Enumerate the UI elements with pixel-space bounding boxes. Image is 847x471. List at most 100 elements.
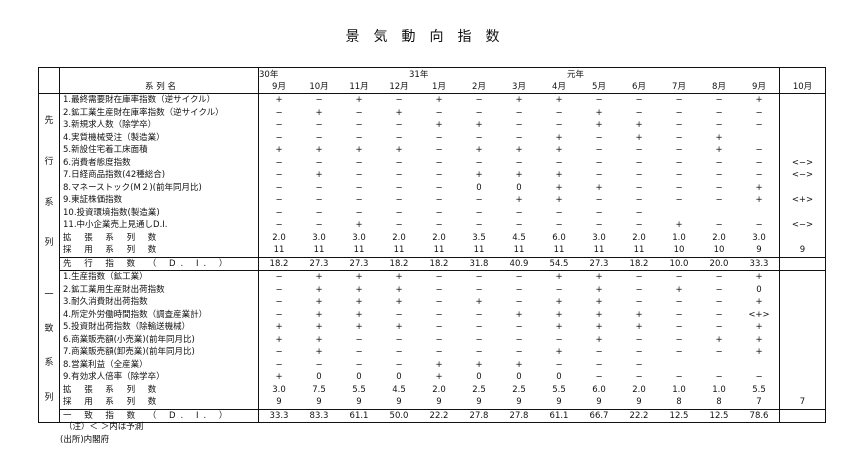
value-cell: − <box>715 309 723 320</box>
section-label-char: 系 <box>44 358 54 369</box>
value-cell: 0 <box>356 372 362 383</box>
value-cell: − <box>515 284 523 295</box>
value-cell: − <box>715 107 723 118</box>
value-cell: 0 <box>396 372 402 383</box>
value-cell: + <box>395 284 403 295</box>
value-cell: 0 <box>756 284 762 295</box>
di-value: 27.8 <box>459 408 499 423</box>
month-header: 1月 <box>432 82 446 92</box>
value-cell: 6.0 <box>552 232 566 243</box>
value-cell: + <box>435 95 443 106</box>
series-name: 7.商業販売額(卸売業)(前年同月比) <box>59 346 259 359</box>
value-cell: − <box>395 195 403 206</box>
value-cell: + <box>755 272 763 283</box>
forecast-cell <box>779 333 826 346</box>
month-header: 8月 <box>712 82 726 92</box>
note-source: (出所)内閣府 <box>60 435 110 445</box>
month-header: 9月 <box>752 82 766 92</box>
value-cell: + <box>555 132 563 143</box>
value-cell: + <box>555 195 563 206</box>
forecast-cell <box>779 296 826 309</box>
value-cell: + <box>595 309 603 320</box>
value-cell: − <box>595 207 603 218</box>
value-cell: − <box>475 157 483 168</box>
di-value: 22.2 <box>619 408 659 423</box>
di-value: 12.5 <box>699 408 739 423</box>
forecast-cell <box>779 106 826 119</box>
value-cell: − <box>555 359 563 370</box>
leading-adopt-row: 採 用 系 列 数 11 11 11 11 11 11 11 11 11 11 10 10 9 9 <box>39 244 826 257</box>
value-cell: − <box>755 107 763 118</box>
month-header: 12月 <box>389 82 409 92</box>
value-cell: 10 <box>713 245 725 256</box>
value-cell: − <box>555 207 563 218</box>
month-header: 10月 <box>309 82 329 92</box>
leading-row-row: 6.消費者態度指数 − − − − − − − − − − − − − <−> <box>39 156 826 169</box>
coincident-row-row: 3.耐久消費財出荷指数 − + + + − + − + + − − − + <box>39 296 826 309</box>
coincident-row-row: 一致系列 1.生産指数（鉱工業） − + + + − − − + + − − − + <box>38 270 826 423</box>
value-cell: 2.0 <box>712 232 726 243</box>
value-cell: − <box>675 297 683 308</box>
value-cell: − <box>595 347 603 358</box>
value-cell: − <box>675 170 683 181</box>
series-name: 採 用 系 列 数 <box>59 396 259 409</box>
value-cell: + <box>315 347 323 358</box>
series-name: 拡 張 系 列 数 <box>59 231 259 244</box>
month-header: 7月 <box>672 82 686 92</box>
series-name: 9.有効求人倍率（除学卒） <box>59 371 259 384</box>
value-cell: + <box>275 372 283 383</box>
forecast-cell <box>779 358 826 371</box>
value-cell: + <box>595 297 603 308</box>
value-cell: + <box>675 220 683 231</box>
value-cell: − <box>515 157 523 168</box>
value-cell: 3.0 <box>272 384 286 395</box>
series-name: 6.商業販売額(小売業)(前年同月比) <box>59 333 259 346</box>
value-cell: + <box>515 359 523 370</box>
value-cell: + <box>555 95 563 106</box>
value-cell: − <box>515 220 523 231</box>
di-value: 50.0 <box>379 408 419 423</box>
value-cell: 5.5 <box>752 384 766 395</box>
value-cell: − <box>435 322 443 333</box>
value-cell: + <box>395 322 403 333</box>
value-cell: − <box>435 157 443 168</box>
coincident-expand-row: 拡 張 系 列 数 3.0 7.5 5.5 4.5 2.0 2.5 2.5 5.5 6.0 2.0 1… <box>39 383 826 396</box>
di-value: 83.3 <box>299 408 339 423</box>
forecast-cell: <−> <box>779 156 826 169</box>
value-cell: − <box>675 322 683 333</box>
value-cell: + <box>355 145 363 156</box>
value-cell: − <box>595 145 603 156</box>
value-cell: − <box>595 95 603 106</box>
value-cell: 2.0 <box>632 384 646 395</box>
value-cell: − <box>315 95 323 106</box>
value-cell: − <box>315 120 323 131</box>
value-cell: 0 <box>516 182 522 193</box>
forecast-cell <box>779 371 826 384</box>
di-value: 66.7 <box>579 408 619 423</box>
value-cell: + <box>435 359 443 370</box>
value-cell: − <box>275 107 283 118</box>
value-cell: − <box>475 195 483 206</box>
value-cell: + <box>355 95 363 106</box>
value-cell: − <box>715 120 723 131</box>
value-cell: 11 <box>593 245 605 256</box>
value-cell: + <box>475 145 483 156</box>
value-cell: − <box>595 372 603 383</box>
value-cell: − <box>355 334 363 345</box>
value-cell: − <box>715 372 723 383</box>
value-cell: 11 <box>513 245 525 256</box>
value-cell: − <box>755 145 763 156</box>
year-reiwa1: 元年 <box>567 70 585 80</box>
value-cell: − <box>475 309 483 320</box>
value-cell: 9 <box>636 397 642 408</box>
value-cell: + <box>315 297 323 308</box>
value-cell: + <box>635 322 643 333</box>
value-cell: − <box>475 132 483 143</box>
value-cell: − <box>715 95 723 106</box>
value-cell: + <box>275 334 283 345</box>
di-value: 20.0 <box>699 256 739 271</box>
value-cell: 11 <box>393 245 405 256</box>
value-cell: − <box>395 359 403 370</box>
value-cell: − <box>355 182 363 193</box>
value-cell: + <box>675 284 683 295</box>
